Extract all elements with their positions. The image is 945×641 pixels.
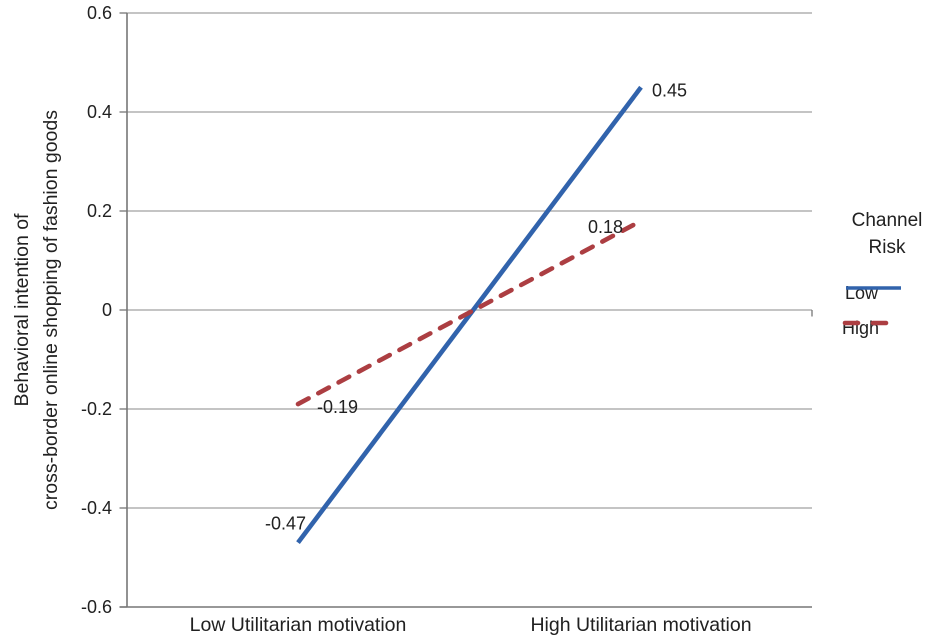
data-label: 0.45 <box>652 80 687 100</box>
y-tick-labels: 0.6 0.4 0.2 0 -0.2 -0.4 -0.6 <box>81 3 112 617</box>
legend-title: Channel Risk <box>836 207 938 261</box>
y-tick-label: 0.2 <box>87 201 112 221</box>
y-tick-label: -0.6 <box>81 597 112 617</box>
series-lines <box>295 85 644 545</box>
legend-title-line1: Channel <box>851 210 923 231</box>
x-category-label: High Utilitarian motivation <box>530 614 751 636</box>
y-tick-label: 0 <box>102 300 112 320</box>
y-axis-title: Behavioral intention of cross-border onl… <box>8 70 66 550</box>
y-axis-title-line1: Behavioral intention of <box>11 213 33 407</box>
axes <box>119 12 813 608</box>
legend-swatch-low-line-icon <box>846 286 901 290</box>
gridlines <box>127 12 812 509</box>
data-label: -0.47 <box>265 514 306 534</box>
y-tick-label: -0.2 <box>81 399 112 419</box>
legend-item-low: Low <box>845 283 901 304</box>
y-tick-label: -0.4 <box>81 498 112 518</box>
data-label: 0.18 <box>588 217 623 237</box>
x-category-labels: Low Utilitarian motivation High Utilitari… <box>190 614 752 636</box>
data-labels: -0.47 0.45 -0.19 0.18 <box>265 80 687 533</box>
legend-swatch-high-dash-icon <box>842 320 890 326</box>
y-tick-label: 0.6 <box>87 3 112 23</box>
data-label: -0.19 <box>317 397 358 417</box>
legend-title-line2: Risk <box>868 237 906 258</box>
y-tick-label: 0.4 <box>87 102 112 122</box>
series-line-high <box>295 218 644 407</box>
y-axis-title-line2: cross-border online shopping of fashion … <box>40 110 62 511</box>
legend-item-high: High <box>842 318 890 339</box>
x-category-label: Low Utilitarian motivation <box>190 614 407 636</box>
